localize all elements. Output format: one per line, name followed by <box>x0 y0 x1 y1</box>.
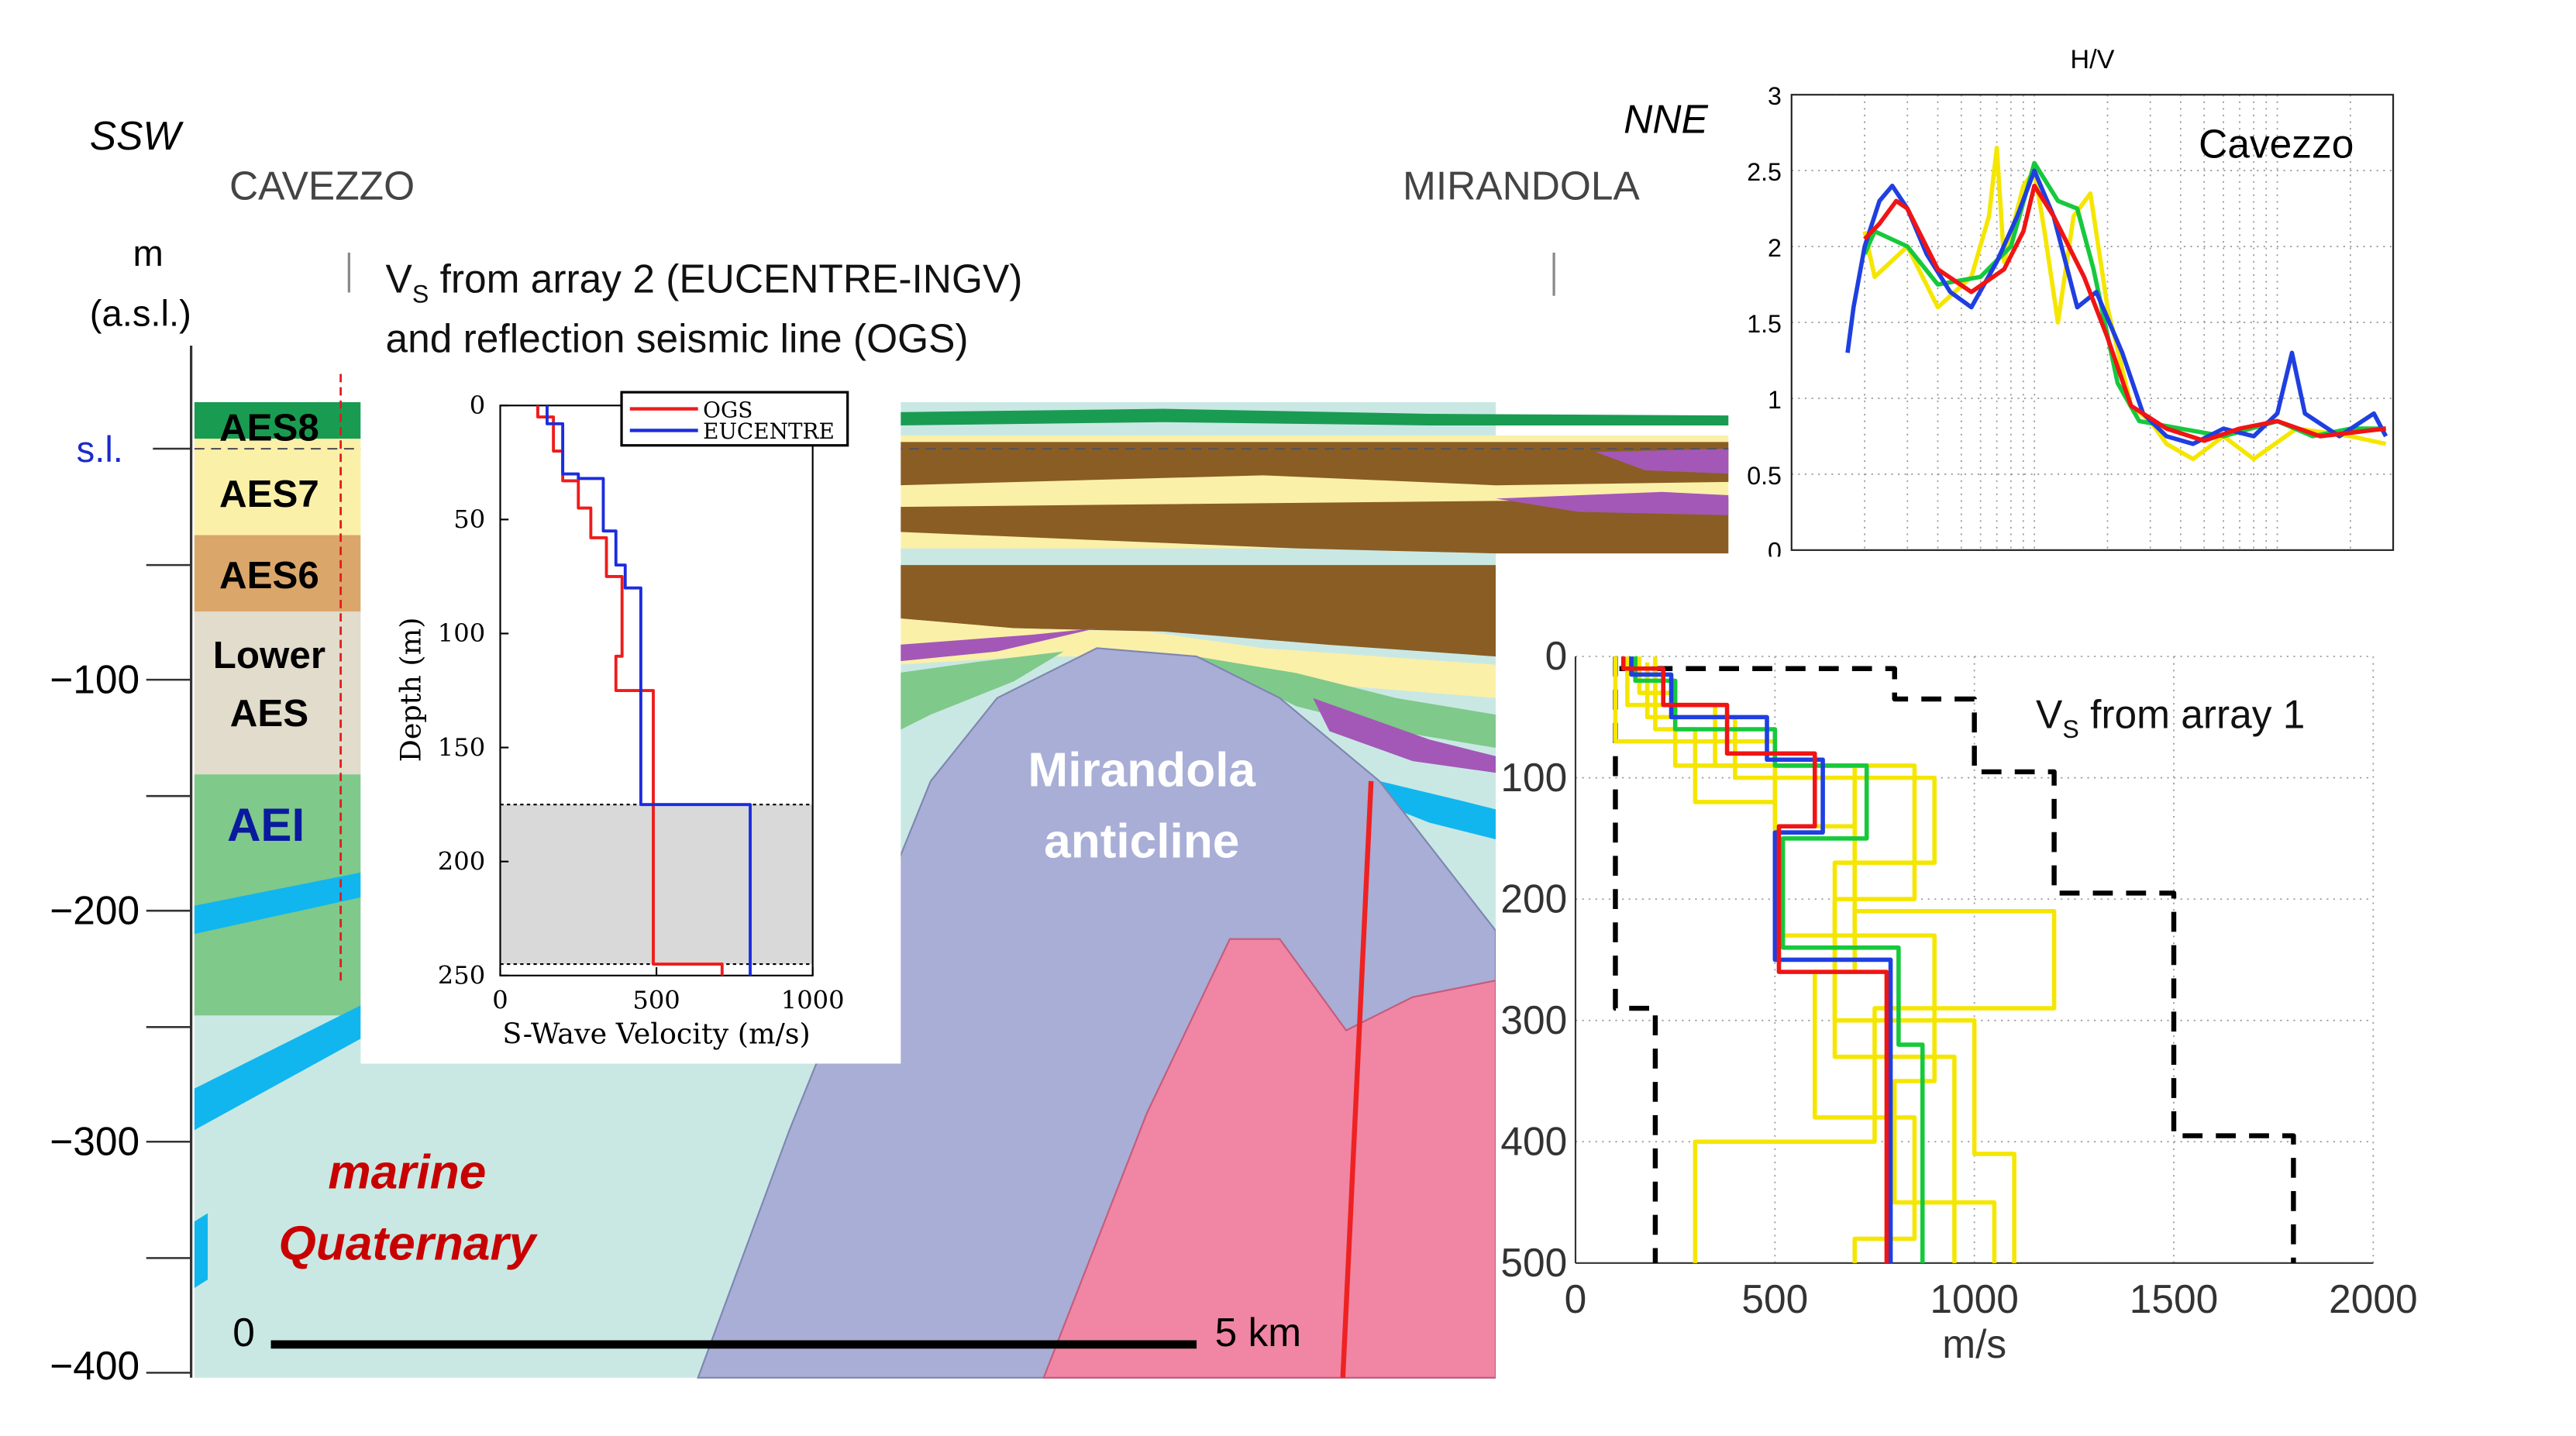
array2-title-subscript: S <box>412 280 429 308</box>
brown-band-mid <box>897 498 1729 554</box>
array1-xtick-label: 1500 <box>2130 1276 2218 1321</box>
array2-legend-box <box>620 391 849 447</box>
axis-unit-line1: m <box>133 232 164 274</box>
right-direction-label: NNE <box>1624 97 1708 142</box>
unit-aes8: AES8 <box>219 406 319 449</box>
array2-ylabel: Depth (m) <box>394 618 428 763</box>
hv-ytick-label: 0.5 <box>1747 462 1782 490</box>
hv-title: H/V <box>2070 45 2114 74</box>
array1-title: VS from array 1 <box>2036 691 2305 743</box>
array2-series-ogs <box>536 405 724 976</box>
blue-flank-right <box>1379 780 1496 839</box>
array2-ytick-label: 100 <box>438 618 485 648</box>
array1-xtick-label: 0 <box>1565 1276 1587 1321</box>
array1-xtick-label: 2000 <box>2329 1276 2417 1321</box>
purple-over-anticline <box>897 628 1097 662</box>
array1-ytick-label: 0 <box>1545 633 1568 678</box>
hv-ytick-label: 3 <box>1768 82 1782 110</box>
array2-legend-label-ogs: OGS <box>703 397 752 422</box>
sea-level-label: s.l. <box>77 429 123 470</box>
axis-unit-line2: (a.s.l.) <box>90 292 191 333</box>
marine-label-line2: Quaternary <box>278 1217 538 1271</box>
hv-ytick-label: 2 <box>1768 234 1782 262</box>
array2-title-v: V <box>386 256 413 301</box>
array1-title-rest: from array 1 <box>2079 691 2306 736</box>
shaded-depth-zone <box>500 804 813 965</box>
array2-title-line1: VS from array 2 (EUCENTRE-INGV) <box>386 256 1023 308</box>
array1-series-red <box>1620 656 1889 1263</box>
marine-label-line1: marine <box>328 1145 486 1199</box>
array2-ytick-label: 200 <box>438 846 485 876</box>
array1-series-bounds-lower <box>1613 656 1658 1263</box>
aes7-layer <box>194 439 361 535</box>
anticline-label-line1: Mirandola <box>1028 743 1255 797</box>
array1-title-subscript: S <box>2062 715 2078 743</box>
fault-line <box>1340 780 1374 1378</box>
unit-lower-aes-line1: Lower <box>213 634 325 677</box>
array1-ytick-label: 200 <box>1500 876 1567 921</box>
array1-ytick-label: 500 <box>1500 1240 1567 1285</box>
scale-end-label: 5 km <box>1215 1310 1302 1355</box>
array1-title-v: V <box>2036 691 2063 736</box>
array2-xtick-label: 0 <box>492 986 508 1015</box>
array1-series-bounds-upper <box>1619 666 2296 1263</box>
left-town-label: CAVEZZO <box>229 163 415 208</box>
array1-xtick-label: 1000 <box>1930 1276 2018 1321</box>
depth-tick-100: −100 <box>50 656 139 701</box>
hv-plot-frame <box>1790 94 2395 551</box>
depth-tick-400: −400 <box>50 1343 139 1388</box>
blue-lens-aei <box>194 872 361 935</box>
array1-xtick-label: 500 <box>1741 1276 1808 1321</box>
brown-band-top <box>897 442 1729 486</box>
unit-aei: AEI <box>227 799 305 851</box>
array1-series-green <box>1633 656 1925 1263</box>
anticline-label-line2: anticline <box>1044 815 1239 869</box>
depth-tick-200: −200 <box>50 887 139 932</box>
array2-ytick-label: 0 <box>470 391 485 420</box>
array2-xtick-label: 1000 <box>781 986 845 1015</box>
aes6-layer <box>194 535 361 612</box>
array2-ytick-label: 50 <box>453 504 485 534</box>
lower-aes-layer <box>194 611 361 775</box>
blue-lens-deep <box>194 1005 361 1131</box>
right-town-label: MIRANDOLA <box>1403 163 1641 208</box>
hv-ytick-label: 1 <box>1768 386 1782 414</box>
purple-flank-right <box>1313 697 1496 773</box>
unit-aes7: AES7 <box>219 473 319 515</box>
array2-ytick-label: 250 <box>438 961 485 990</box>
array1-ytick-label: 300 <box>1500 997 1567 1042</box>
depth-tick-300: −300 <box>50 1118 139 1163</box>
scale-start-label: 0 <box>232 1310 255 1355</box>
purple-lens-1 <box>1595 449 1729 474</box>
hv-panel-background <box>1731 36 2513 652</box>
aes8-layer <box>194 401 361 439</box>
hv-ytick-label: 2.5 <box>1747 158 1782 186</box>
array2-xlabel: S-Wave Velocity (m/s) <box>502 1018 810 1051</box>
array2-xtick-label: 500 <box>632 986 680 1015</box>
hv-series-red <box>1863 183 2386 443</box>
blue-lens-bottom <box>194 1213 208 1288</box>
hv-series-blue <box>1845 168 2388 446</box>
array2-legend-label-eucentre: EUCENTRE <box>703 418 835 444</box>
hv-annotation: Cavezzo <box>2199 122 2354 167</box>
array2-chart: 0 500 1000 0 50 100 150 200 250 S-Wave Velocity (… <box>394 391 849 1051</box>
brown-over-anticline <box>897 565 1496 657</box>
dark-green-cap <box>897 408 1729 425</box>
array2-series-eucentre <box>546 405 752 976</box>
left-direction-label: SSW <box>90 113 184 158</box>
array2-title-line2: and reflection seismic line (OGS) <box>386 316 969 361</box>
array2-ytick-label: 150 <box>438 732 485 762</box>
array1-xlabel: m/s <box>1942 1321 2006 1366</box>
unit-aes6: AES6 <box>219 554 319 597</box>
purple-lens-2 <box>1496 491 1729 515</box>
unit-lower-aes-line2: AES <box>230 692 308 735</box>
green-flank-right <box>1197 656 1496 749</box>
hv-ytick-label: 1.5 <box>1747 310 1782 338</box>
array2-title-rest: from array 2 (EUCENTRE-INGV) <box>429 256 1022 301</box>
array1-ytick-label: 100 <box>1500 755 1567 800</box>
array1-ytick-label: 400 <box>1500 1118 1567 1163</box>
